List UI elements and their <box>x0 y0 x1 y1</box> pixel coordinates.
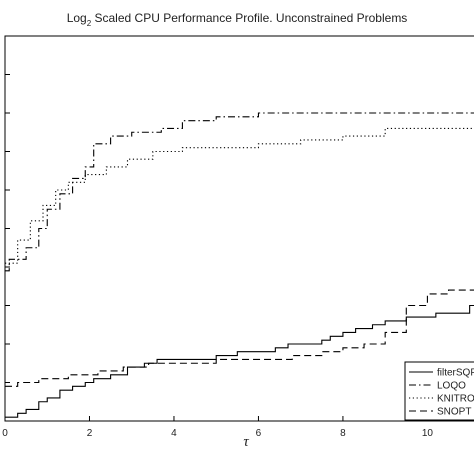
legend-label: filterSQP <box>437 368 474 379</box>
legend-label: SNOPT <box>437 407 471 418</box>
series-line-loqo <box>5 112 474 272</box>
legend-label: LOQO <box>437 381 466 392</box>
series-line-snopt <box>5 289 474 387</box>
x-ticks: 0 2 4 6 8 10 <box>2 416 433 439</box>
legend-items: filterSQP LOQO KNITRO SNOPT <box>409 368 474 418</box>
x-tick-label: 4 <box>171 428 177 439</box>
y-ticks <box>5 35 10 422</box>
x-tick-label: 10 <box>422 428 434 439</box>
x-tick-label: 8 <box>340 428 346 439</box>
legend-box <box>404 361 474 421</box>
chart-title: Log2 Scaled CPU Performance Profile. Unc… <box>67 11 408 28</box>
plot-frame <box>4 35 474 422</box>
series-line-knitro <box>5 127 474 264</box>
legend: filterSQP LOQO KNITRO SNOPT <box>404 361 474 421</box>
x-axis-label: τ <box>243 434 249 450</box>
legend-label: KNITRO <box>437 394 474 405</box>
series-line-filtersqp <box>5 304 474 418</box>
x-tick-label: 2 <box>87 428 93 439</box>
x-tick-label: 6 <box>256 428 262 439</box>
series-layer <box>5 112 474 418</box>
x-tick-label: 0 <box>2 428 8 439</box>
